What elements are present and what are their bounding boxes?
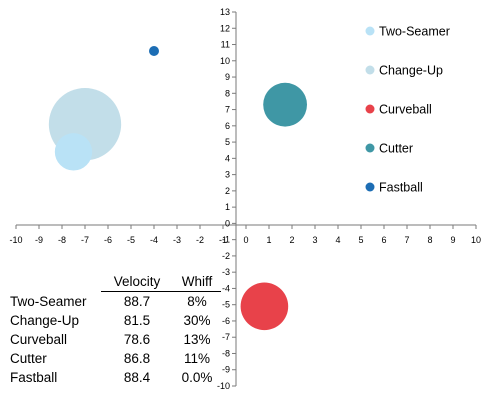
y-tick-label: 10 [220, 56, 230, 66]
x-tick-label: 7 [404, 235, 409, 245]
whiff-cell: 13% [183, 332, 211, 347]
velocity-cell: 81.5 [123, 313, 151, 328]
x-tick-label: -5 [127, 235, 135, 245]
x-tick-label: -4 [150, 235, 158, 245]
legend-label-fastball: Fastball [379, 181, 423, 195]
x-tick-label: 0 [243, 235, 248, 245]
whiff-cell: 0.0% [181, 370, 213, 385]
y-tick-label: 8 [225, 88, 230, 98]
table-row: Two-Seamer 88.7 8% [10, 292, 221, 312]
y-tick-label: 1 [225, 202, 230, 212]
legend-marker-two-seamer [365, 26, 375, 36]
y-tick-label: 9 [225, 72, 230, 82]
y-tick-label: 0 [225, 218, 230, 228]
y-tick-label: -8 [222, 348, 230, 358]
y-tick-label: 3 [225, 170, 230, 180]
table-row: Cutter 86.8 11% [10, 349, 221, 368]
x-tick-label: -8 [58, 235, 66, 245]
x-tick-label: 10 [471, 235, 481, 245]
legend-marker-change-up [365, 65, 375, 75]
y-tick-label: -6 [222, 316, 230, 326]
legend-label-change-up: Change-Up [379, 64, 443, 78]
pitch-name-cell: Two-Seamer [10, 293, 87, 309]
x-tick-label: -2 [196, 235, 204, 245]
y-tick-label: 5 [225, 137, 230, 147]
whiff-cell: 8% [187, 294, 207, 309]
whiff-cell: 11% [183, 351, 211, 366]
y-tick-label: -10 [217, 381, 230, 391]
pitch-name-cell: Fastball [10, 370, 58, 385]
bubble-fastball [149, 46, 159, 57]
x-tick-label: -7 [81, 235, 89, 245]
table-row: Curveball 78.6 13% [10, 330, 221, 349]
x-tick-label: 1 [266, 235, 271, 245]
y-tick-label: 2 [225, 186, 230, 196]
table-header-blank [10, 272, 101, 292]
table-row: Fastball 88.4 0.0% [10, 368, 221, 387]
y-tick-label: 11 [221, 40, 230, 50]
legend-marker-fastball [365, 182, 375, 192]
x-tick-label: 9 [450, 235, 455, 245]
x-tick-label: 4 [335, 235, 340, 245]
x-tick-label: -1 [219, 235, 227, 245]
y-tick-label: -2 [222, 251, 230, 261]
y-tick-label: 12 [220, 23, 230, 33]
bubble-layer [48, 46, 307, 331]
legend-marker-cutter [365, 143, 375, 153]
pitch-stats-table: Velocity Whiff Two-Seamer 88.7 8% Change… [10, 272, 221, 387]
axes: -10 -9 -8 -7 -6 -5 -4 -3 -2 -1 0 1 2 3 4 5 6 7 8 9 10-10-9-8… [9, 7, 481, 391]
pitch-name-cell: Cutter [10, 351, 47, 366]
x-tick-label: -10 [9, 235, 22, 245]
x-tick-label: -6 [104, 235, 112, 245]
x-tick-label: 8 [427, 235, 432, 245]
pitch-name-cell: Change-Up [10, 313, 80, 328]
y-tick-label: -4 [222, 283, 230, 293]
y-tick-label: 4 [225, 153, 230, 163]
legend: Two-Seamer Change-Up Curveball Cutter Fastba… [365, 25, 450, 195]
legend-label-two-seamer: Two-Seamer [379, 25, 450, 39]
velocity-cell: 78.6 [123, 332, 151, 347]
legend-label-curveball: Curveball [379, 103, 432, 117]
legend-marker-curveball [365, 104, 375, 114]
y-tick-label: -9 [222, 365, 230, 375]
legend-label-cutter: Cutter [379, 142, 413, 156]
bubble-curveball [240, 282, 289, 331]
x-tick-label: -9 [35, 235, 43, 245]
velocity-cell: 88.7 [123, 294, 151, 309]
velocity-cell: 88.4 [123, 370, 151, 385]
y-tick-label: 7 [225, 105, 230, 115]
pitch-name-cell: Curveball [10, 332, 68, 347]
x-tick-label: -3 [173, 235, 181, 245]
y-tick-label: -7 [222, 332, 230, 342]
x-tick-label: 3 [312, 235, 317, 245]
bubble-cutter [263, 82, 307, 127]
table-row: Change-Up 81.5 30% [10, 311, 221, 330]
velocity-cell: 86.8 [123, 351, 151, 366]
x-tick-label: 6 [381, 235, 386, 245]
y-tick-label: -5 [222, 300, 230, 310]
y-tick-label: -3 [222, 267, 230, 277]
x-tick-label: 5 [358, 235, 363, 245]
whiff-cell: 30% [183, 313, 211, 328]
bubble-two-seamer [54, 133, 93, 171]
y-tick-label: 13 [220, 7, 230, 17]
table-header-row: Velocity Whiff [10, 272, 221, 292]
x-tick-label: 2 [289, 235, 294, 245]
y-tick-label: -1 [222, 235, 230, 245]
y-tick-label: 6 [225, 121, 230, 131]
table-header-whiff: Whiff [173, 272, 221, 292]
table-header-velocity: Velocity [101, 272, 173, 292]
